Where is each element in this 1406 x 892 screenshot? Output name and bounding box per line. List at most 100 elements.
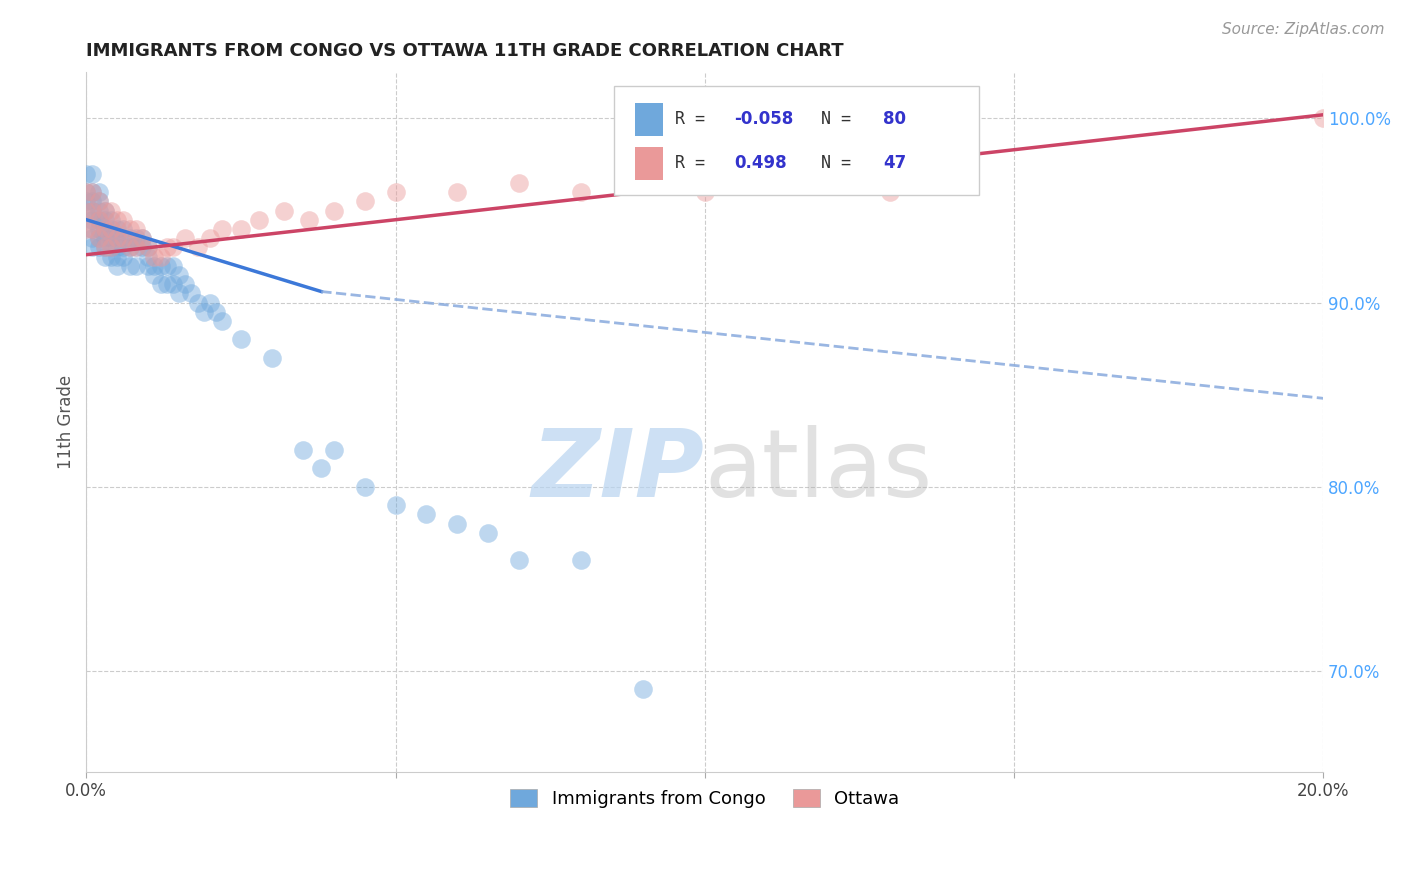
Point [143,259,166,273]
Point [94,203,117,218]
Point [174,277,197,292]
Point [87,185,110,199]
Point [143,268,166,282]
Point [100,250,122,264]
Point [198,295,221,310]
Point [211,222,233,236]
Point [87,222,110,236]
Point [131,240,153,254]
Point [174,231,197,245]
Point [82,185,104,199]
Point [75,203,97,218]
Point [112,240,135,254]
Text: R =: R = [675,154,725,172]
Point [193,305,215,319]
Point [105,222,128,236]
Point [149,259,172,273]
Point [112,222,135,236]
Point [82,231,104,245]
FancyBboxPatch shape [636,146,662,180]
Point [82,222,104,236]
Point [446,185,468,199]
Text: ZIP: ZIP [531,425,704,517]
Point [249,212,271,227]
Text: 47: 47 [883,154,905,172]
Point [94,222,117,236]
Point [87,240,110,254]
Point [125,240,148,254]
Point [87,212,110,227]
FancyBboxPatch shape [614,87,980,194]
Point [105,240,128,254]
Point [149,277,172,292]
Point [384,185,406,199]
Point [118,222,141,236]
Point [112,231,135,245]
Point [94,240,117,254]
Point [125,259,148,273]
Point [508,176,530,190]
Point [569,185,592,199]
Point [75,203,97,218]
Point [112,212,135,227]
Point [87,194,110,209]
Point [82,167,104,181]
Point [298,212,321,227]
Point [118,231,141,245]
Point [136,259,159,273]
Text: N =: N = [821,111,860,128]
Point [87,231,110,245]
Point [136,250,159,264]
Point [211,314,233,328]
Point [322,442,344,457]
Point [631,682,654,697]
Point [311,461,333,475]
Point [105,231,128,245]
Point [167,286,190,301]
Point [100,231,122,245]
Point [75,185,97,199]
Point [260,351,283,365]
Point [187,240,209,254]
Point [162,277,184,292]
Point [162,259,184,273]
Point [105,250,128,264]
Point [112,250,135,264]
Point [384,498,406,512]
Point [149,250,172,264]
Point [100,203,122,218]
Point [353,194,375,209]
Point [75,185,97,199]
Point [125,240,148,254]
Point [82,203,104,218]
Point [180,286,202,301]
Point [94,212,117,227]
Point [118,259,141,273]
Point [94,250,117,264]
Point [100,240,122,254]
Point [125,231,148,245]
Point [569,553,592,567]
Point [291,442,314,457]
Text: 0.498: 0.498 [734,154,787,172]
FancyBboxPatch shape [636,103,662,136]
Point [879,185,901,199]
Point [156,240,179,254]
Point [631,176,654,190]
Point [187,295,209,310]
Point [273,203,295,218]
Point [75,222,97,236]
Point [205,305,228,319]
Text: R =: R = [675,111,716,128]
Text: IMMIGRANTS FROM CONGO VS OTTAWA 11TH GRADE CORRELATION CHART: IMMIGRANTS FROM CONGO VS OTTAWA 11TH GRA… [86,42,844,60]
Y-axis label: 11th Grade: 11th Grade [58,376,75,469]
Point [94,240,117,254]
Point [82,212,104,227]
Point [136,240,159,254]
Point [156,277,179,292]
Point [136,240,159,254]
Point [87,212,110,227]
Point [477,525,499,540]
Text: 80: 80 [883,111,905,128]
Point [125,222,148,236]
